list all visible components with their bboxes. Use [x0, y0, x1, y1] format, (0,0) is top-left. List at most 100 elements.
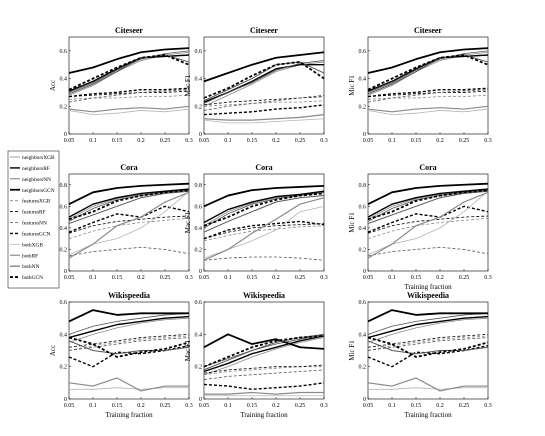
legend-label-featuresRF: featuresRF [22, 209, 46, 216]
series-line-featuresNN [68, 337, 190, 351]
series-line-neighborsRF [203, 190, 325, 224]
series-line-featuresRF [367, 215, 489, 234]
series-line-bothXGB [68, 108, 190, 115]
legend-label-neighborsGCN: neighborsGCN [22, 188, 55, 194]
y-tick-label: 0.6 [195, 204, 203, 210]
y-axis-label: Mac F1 [184, 74, 192, 96]
x-tick-label: 0.2 [137, 275, 145, 281]
series-line-neighborsGCN [367, 47, 489, 74]
series-line-featuresGCN [203, 220, 325, 240]
series-line-featuresRF [367, 333, 489, 348]
y-tick-label: 0.4 [359, 226, 367, 232]
series-line-bothGCN [367, 54, 489, 91]
x-tick-label: 0.25 [459, 403, 470, 409]
x-tick-label: 0.2 [272, 138, 280, 144]
subplot-title: Cora [120, 163, 137, 172]
legend-label-featuresGCN: featuresGCN [22, 230, 51, 237]
series-line-neighborsRF [68, 315, 190, 339]
series-line-bothGCN [367, 189, 489, 221]
series-line-bothGCN [68, 189, 190, 221]
series-line-bothXGB [367, 190, 489, 256]
y-tick-label: 0.2 [195, 104, 203, 110]
series-line-featuresGCN [68, 344, 190, 368]
series-line-bothGCN [68, 336, 190, 358]
series-line-featuresGCN [367, 205, 489, 233]
series-line-featuresNN [203, 369, 325, 380]
x-tick-label: 0.05 [363, 403, 374, 409]
series-line-featuresRF [367, 90, 489, 97]
series-line-featuresNN [68, 246, 190, 257]
x-tick-label: 0.1 [224, 403, 232, 409]
x-tick-label: 0.15 [411, 275, 422, 281]
x-tick-label: 0.3 [185, 138, 193, 144]
axes-frame [68, 173, 190, 272]
x-tick-label: 0.2 [436, 275, 444, 281]
x-tick-label: 0.1 [388, 403, 396, 409]
legend-label-featuresXGB: featuresXGB [22, 198, 51, 205]
series-line-neighborsGCN [68, 47, 190, 74]
series-line-neighborsNN [367, 189, 489, 222]
series-line-featuresGCN [203, 104, 325, 116]
subplot-1: Citeseer 0.05 0.1 0.15 0.2 0.25 0.3 0 0.2 0.4 0.6 A… [49, 26, 193, 144]
series-line-neighborsRF [68, 188, 190, 218]
y-tick-label: 0.4 [195, 332, 203, 338]
y-tick-label: 0 [199, 132, 202, 138]
series-line-neighborsGCN [68, 309, 189, 323]
series-line-featuresXGB [68, 335, 190, 351]
x-tick-label: 0.05 [64, 138, 75, 144]
x-tick-label: 0.25 [295, 275, 306, 281]
y-tick-label: 0.6 [359, 49, 367, 55]
y-tick-label: 0.8 [60, 183, 68, 189]
axes-frame [367, 36, 489, 135]
y-tick-label: 0.6 [60, 49, 68, 55]
y-tick-label: 0 [363, 269, 366, 275]
subplot-2: Citeseer 0.05 0.1 0.15 0.2 0.25 0.3 0 0.2 0.4 0.6 M… [184, 26, 328, 144]
subplot-title: Cora [419, 163, 436, 172]
axes-frame [367, 173, 489, 272]
x-tick-label: 0.05 [64, 275, 75, 281]
series-line-neighborsRF [367, 188, 489, 218]
y-tick-label: 0.4 [359, 77, 367, 83]
subplot-5: Cora 0.05 0.1 0.15 0.2 0.25 0.3 0 0.2 0.4 0.6 0.8 Ma… [184, 163, 328, 281]
series-line-bothGCN [203, 61, 325, 99]
series-line-featuresXGB [203, 366, 324, 376]
series-line-featuresXGB [203, 225, 325, 242]
series-line-bothRF [68, 105, 190, 113]
y-tick-label: 0.6 [195, 300, 203, 306]
x-tick-label: 0.25 [295, 138, 306, 144]
series-line-neighborsRF [367, 315, 489, 339]
subplot-4: Cora0.050.10.150.20.250.300.20.40.60.8Ac… [49, 163, 193, 281]
series-line-neighborsGCN [367, 309, 488, 323]
x-tick-label: 0.1 [89, 275, 97, 281]
x-tick-label: 0.15 [112, 275, 123, 281]
subplot-6: Cora 0.05 0.1 0.15 0.2 0.25 0.3 0 0.2 0.4 0.6 0.8 Mi… [348, 163, 492, 291]
y-tick-label: 0.4 [60, 226, 68, 232]
legend-label-neighborsRF: neighborsRF [22, 166, 50, 172]
series-line-neighborsGCN [367, 182, 489, 205]
legend-label-neighborsNN: neighborsNN [22, 177, 51, 183]
subplot-7: Wikispeedia 0.05 0.1 0.15 0.2 0.25 0.3 0 0.2 0.4 0… [49, 291, 193, 419]
y-tick-label: 0.8 [359, 183, 367, 189]
y-tick-label: 0.2 [359, 104, 367, 110]
x-tick-label: 0.3 [185, 403, 193, 409]
subplot-title: Citeseer [250, 26, 278, 35]
x-tick-label: 0.05 [363, 275, 374, 281]
subplot-title: Wikispeedia [407, 291, 449, 300]
x-axis-label: Training fraction [240, 411, 288, 419]
x-tick-label: 0.15 [112, 138, 123, 144]
series-line-bothRF [367, 377, 488, 392]
x-tick-label: 0.25 [459, 138, 470, 144]
y-tick-label: 0.2 [195, 365, 203, 371]
x-tick-label: 0.15 [411, 403, 422, 409]
series-line-neighborsXGB [367, 317, 489, 343]
x-tick-label: 0.3 [320, 403, 328, 409]
series-line-bothGCN [68, 54, 190, 91]
series-line-bothRF [203, 197, 325, 261]
x-tick-label: 0.1 [89, 403, 97, 409]
x-tick-label: 0.15 [247, 275, 258, 281]
series-line-featuresGCN [367, 344, 489, 368]
x-tick-label: 0.05 [199, 403, 210, 409]
x-tick-label: 0.05 [363, 138, 374, 144]
y-tick-label: 0.2 [359, 365, 367, 371]
y-tick-label: 0.4 [60, 77, 68, 83]
